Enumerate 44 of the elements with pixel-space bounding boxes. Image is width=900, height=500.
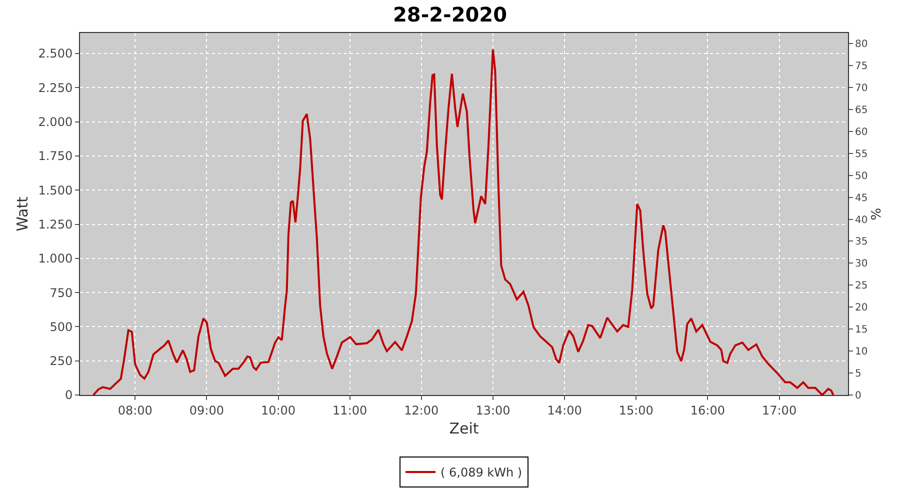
y2-tick-label: 50 xyxy=(855,170,868,182)
y2-tick-label: 5 xyxy=(855,368,862,380)
y-tick-label: 2.250 xyxy=(38,80,73,95)
chart-title: 28-2-2020 xyxy=(392,2,508,26)
legend-label: ( 6,089 kWh ) xyxy=(440,466,522,480)
y2-tick-label: 45 xyxy=(855,192,868,204)
y2-tick-label: 60 xyxy=(855,126,868,138)
x-tick-label: 16:00 xyxy=(690,403,726,418)
y2-tick-label: 15 xyxy=(855,324,868,336)
y2-tick-label: 35 xyxy=(855,236,868,248)
x-tick-label: 09:00 xyxy=(189,403,224,418)
y-tick-label: 0 xyxy=(64,388,73,402)
x-tick-label: 08:00 xyxy=(118,403,152,418)
x-tick-label: 10:00 xyxy=(260,403,296,418)
y2-tick-label: 30 xyxy=(855,258,868,270)
y2-tick-label: 0 xyxy=(855,390,862,402)
x-tick-label: 13:00 xyxy=(476,403,510,418)
y-tick-label: 2.500 xyxy=(38,46,73,61)
y-axis-title: Watt xyxy=(13,196,32,232)
y2-tick-label: 25 xyxy=(855,280,868,292)
y2-tick-label: 70 xyxy=(855,82,868,94)
y2-tick-label: 20 xyxy=(855,302,868,314)
y-tick-label: 1.250 xyxy=(38,217,73,232)
x-axis-title: Zeit xyxy=(449,419,479,438)
x-tick-label: 14:00 xyxy=(547,403,582,418)
line-series xyxy=(92,48,834,395)
x-tick-label: 15:00 xyxy=(618,403,654,418)
x-tick-label: 11:00 xyxy=(332,403,368,418)
y-tick-label: 1.500 xyxy=(38,183,73,198)
y-tick-label: 1.750 xyxy=(38,149,73,164)
x-tick-label: 12:00 xyxy=(404,403,439,418)
y-tick-label: 250 xyxy=(50,354,73,368)
y-tick-label: 1.000 xyxy=(38,252,73,266)
y2-tick-label: 55 xyxy=(855,148,868,160)
y2-tick-label: 10 xyxy=(855,346,868,358)
y2-tick-label: 80 xyxy=(855,39,868,50)
y2-tick-label: 75 xyxy=(855,61,868,72)
y-tick-label: 2.000 xyxy=(38,114,73,129)
y-tick-label: 500 xyxy=(50,320,73,334)
y2-axis-title: % xyxy=(869,208,884,220)
x-tick-label: 17:00 xyxy=(762,403,797,418)
y2-tick-label: 65 xyxy=(855,104,868,116)
y2-tick-label: 40 xyxy=(855,214,868,226)
y-tick-label: 750 xyxy=(50,286,73,300)
